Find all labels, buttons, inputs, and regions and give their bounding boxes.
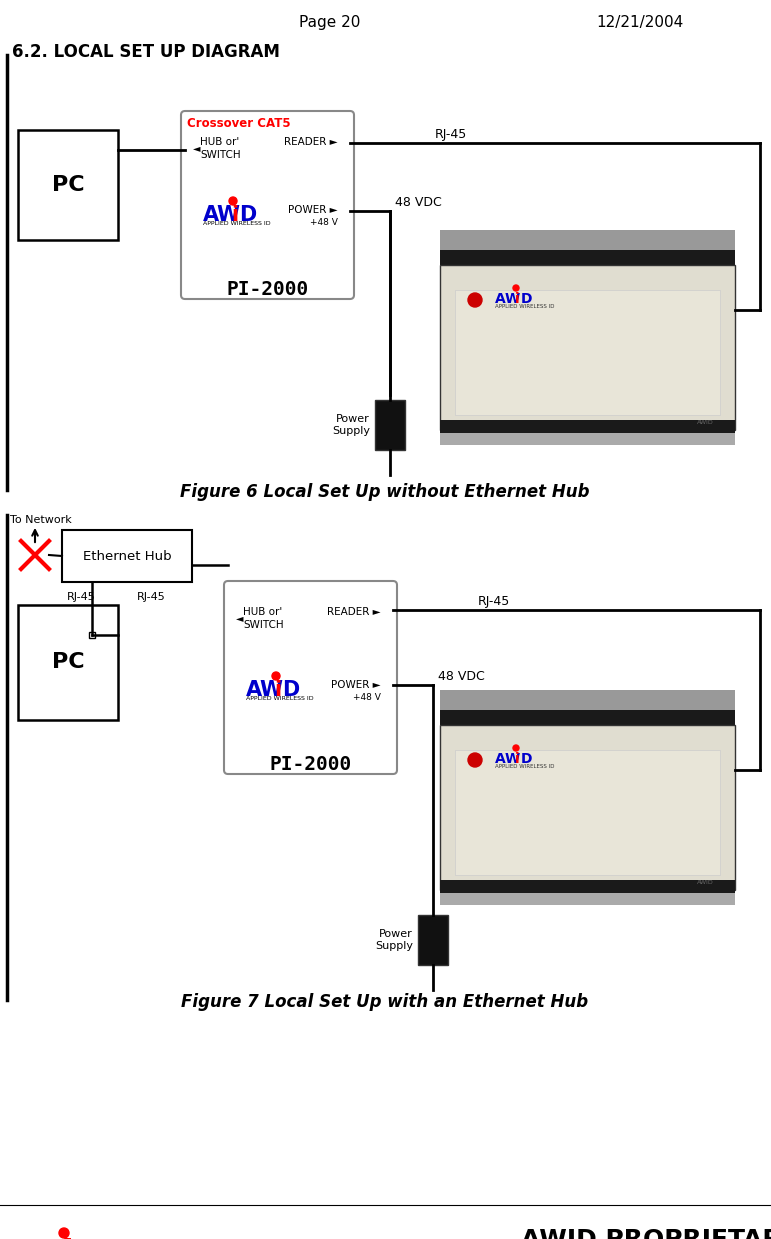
Text: READER ►: READER ► <box>284 138 338 147</box>
Text: i: i <box>515 752 520 766</box>
Bar <box>375 400 405 450</box>
Text: Ethernet Hub: Ethernet Hub <box>82 550 171 563</box>
Circle shape <box>513 745 519 751</box>
Text: RJ-45: RJ-45 <box>67 592 96 602</box>
Text: PC: PC <box>52 175 84 195</box>
Text: POWER ►: POWER ► <box>332 680 381 690</box>
FancyBboxPatch shape <box>181 112 354 299</box>
Text: AWID: AWID <box>697 420 713 425</box>
Bar <box>18 605 118 720</box>
Circle shape <box>468 292 482 307</box>
Text: PI-2000: PI-2000 <box>269 755 352 774</box>
Text: A: A <box>495 292 506 306</box>
Text: 48 VDC: 48 VDC <box>395 196 442 209</box>
Text: APPLIED WIRELESS ID: APPLIED WIRELESS ID <box>495 764 554 769</box>
Text: POWER ►: POWER ► <box>288 204 338 216</box>
Bar <box>440 230 735 250</box>
Circle shape <box>59 1228 69 1238</box>
Bar <box>440 420 735 435</box>
Text: Power
Supply: Power Supply <box>332 414 370 436</box>
Bar <box>455 290 720 415</box>
Bar <box>89 632 95 638</box>
Text: RJ-45: RJ-45 <box>478 595 510 608</box>
Text: RJ-45: RJ-45 <box>137 592 166 602</box>
Bar <box>440 265 735 430</box>
Text: Figure 7 Local Set Up with an Ethernet Hub: Figure 7 Local Set Up with an Ethernet H… <box>181 992 588 1011</box>
Text: A: A <box>495 752 506 766</box>
Text: PI-2000: PI-2000 <box>227 280 308 299</box>
Text: +48 V: +48 V <box>310 218 338 227</box>
Text: APPLIED WIRELESS ID: APPLIED WIRELESS ID <box>203 221 271 225</box>
Text: HUB or': HUB or' <box>243 607 282 617</box>
Circle shape <box>468 753 482 767</box>
Bar <box>440 893 735 904</box>
Text: 6.2. LOCAL SET UP DIAGRAM: 6.2. LOCAL SET UP DIAGRAM <box>12 43 280 61</box>
Text: Figure 6 Local Set Up without Ethernet Hub: Figure 6 Local Set Up without Ethernet H… <box>180 483 590 501</box>
Bar <box>440 250 735 265</box>
Text: D: D <box>239 204 256 225</box>
Bar <box>440 880 735 895</box>
Text: W: W <box>505 292 520 306</box>
Bar <box>62 530 192 582</box>
Text: AWID PROPRIETARY: AWID PROPRIETARY <box>521 1228 771 1239</box>
Text: D: D <box>521 292 533 306</box>
Text: APPLIED WIRELESS ID: APPLIED WIRELESS ID <box>246 696 314 701</box>
Text: W: W <box>216 204 239 225</box>
Text: i: i <box>274 680 281 700</box>
Text: A: A <box>203 204 219 225</box>
Text: Crossover CAT5: Crossover CAT5 <box>187 116 291 130</box>
Circle shape <box>229 197 237 204</box>
Text: AWID: AWID <box>697 880 713 885</box>
Bar <box>440 690 735 710</box>
Text: +48 V: +48 V <box>353 693 381 703</box>
Text: APPLIED WIRELESS ID: APPLIED WIRELESS ID <box>495 304 554 309</box>
Text: HUB or': HUB or' <box>200 138 239 147</box>
Text: Power
Supply: Power Supply <box>375 929 413 950</box>
Text: READER ►: READER ► <box>328 607 381 617</box>
Text: W: W <box>259 680 282 700</box>
Text: ◄: ◄ <box>193 142 200 152</box>
Text: PC: PC <box>52 653 84 673</box>
Text: Page 20: Page 20 <box>299 15 361 30</box>
Text: ◄: ◄ <box>236 613 244 623</box>
Text: i: i <box>515 292 520 306</box>
Text: RJ-45: RJ-45 <box>435 128 467 141</box>
Text: 12/21/2004: 12/21/2004 <box>597 15 684 30</box>
Circle shape <box>272 672 280 680</box>
Bar <box>18 130 118 240</box>
Bar <box>440 432 735 445</box>
Bar <box>455 750 720 875</box>
Bar <box>418 914 448 965</box>
Text: i: i <box>231 204 238 225</box>
FancyBboxPatch shape <box>224 581 397 774</box>
Text: 48 VDC: 48 VDC <box>438 670 485 683</box>
Text: A: A <box>246 680 262 700</box>
Bar <box>440 710 735 725</box>
Text: To Network: To Network <box>10 515 72 525</box>
Text: D: D <box>521 752 533 766</box>
Text: SWITCH: SWITCH <box>243 620 284 629</box>
Text: D: D <box>282 680 299 700</box>
Circle shape <box>513 285 519 291</box>
Text: W: W <box>505 752 520 766</box>
Text: SWITCH: SWITCH <box>200 150 241 160</box>
Bar <box>440 725 735 890</box>
